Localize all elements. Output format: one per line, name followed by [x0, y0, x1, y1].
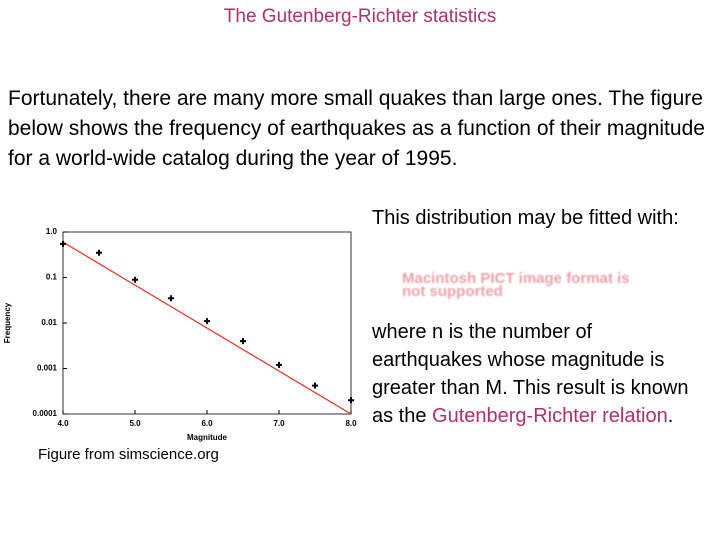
data-point [60, 240, 66, 247]
explanation: where n is the number of earthquakes who… [372, 318, 707, 430]
x-tick-label: 7.0 [273, 419, 285, 428]
y-tick-label: 0.001 [37, 364, 58, 373]
intro-text: Fortunately, there are many more small q… [8, 87, 705, 170]
y-tick-label: 0.01 [41, 318, 57, 327]
fit-note: This distribution may be fitted with: [372, 207, 679, 229]
explanation-text: where n is the number of earthquakes who… [372, 321, 689, 427]
slide-title: The Gutenberg-Richter statistics [223, 6, 497, 27]
data-point [276, 361, 282, 368]
x-tick-label: 5.0 [129, 419, 141, 428]
y-tick-label: 1.0 [46, 227, 58, 236]
explanation-end: . [667, 405, 674, 427]
x-tick-label: 6.0 [201, 419, 213, 428]
data-point [240, 338, 246, 345]
relation-name: Gutenberg-Richter relation [432, 405, 668, 427]
y-axis-label: Frequency [3, 302, 12, 343]
image-placeholder: Macintosh PICT image format is not suppo… [402, 270, 630, 300]
y-tick-label: 0.1 [46, 273, 58, 282]
chart: Magnitude Frequency 4.0 5.0 6.0 7.0 8.0 1.0 0.… [3, 227, 357, 442]
data-point [348, 397, 354, 404]
x-tick-label: 4.0 [57, 419, 69, 428]
data-point [168, 295, 174, 302]
figure-caption: Figure from simscience.org [38, 446, 219, 463]
x-tick-label: 8.0 [345, 419, 357, 428]
data-point [132, 276, 138, 283]
data-point [312, 382, 318, 389]
data-point [204, 318, 210, 325]
x-axis-label: Magnitude [187, 433, 228, 442]
fit-line [62, 241, 352, 415]
y-tick-label: 0.0001 [33, 409, 58, 418]
data-point [96, 249, 102, 256]
